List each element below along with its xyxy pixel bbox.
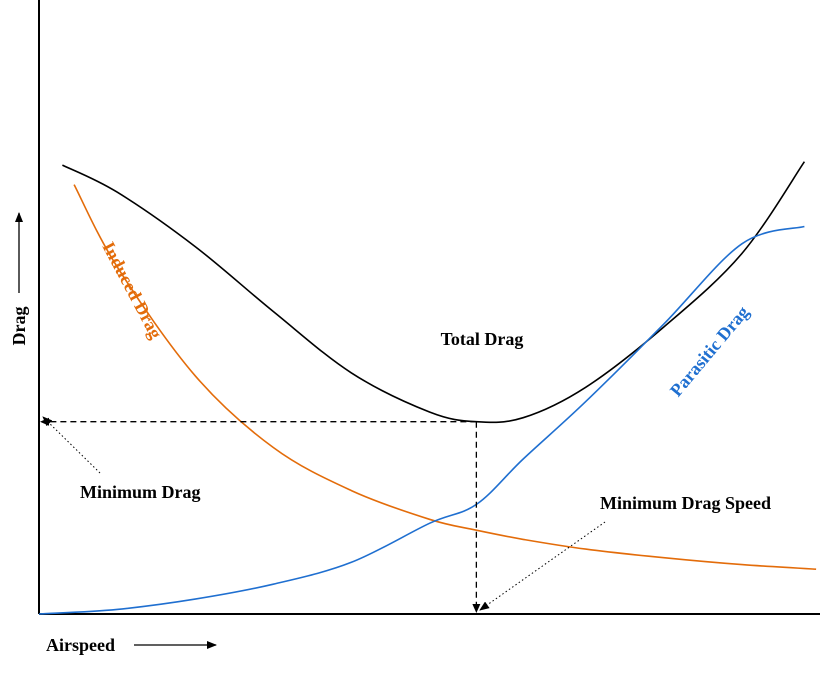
total-drag-label: Total Drag bbox=[441, 329, 524, 349]
parasitic-drag-curve bbox=[38, 225, 805, 615]
curves bbox=[38, 161, 817, 615]
minimum-drag-label: Minimum Drag bbox=[80, 482, 201, 502]
minimum-drag-pointer bbox=[42, 416, 101, 474]
minimum-drag-speed-pointer bbox=[479, 521, 606, 611]
y-axis-label: Drag bbox=[9, 307, 29, 346]
reference-lines bbox=[40, 417, 481, 613]
x-axis-label: Airspeed bbox=[46, 635, 115, 655]
parasitic-drag-label: Parasitic Drag bbox=[666, 302, 753, 400]
minimum-drag-speed-label: Minimum Drag Speed bbox=[600, 493, 771, 513]
axes bbox=[38, 0, 820, 615]
induced-drag-curve bbox=[73, 184, 817, 570]
x-axis-title: Airspeed bbox=[46, 635, 217, 655]
annotation-pointers bbox=[42, 416, 606, 611]
induced-drag-label: Induced Drag bbox=[98, 238, 166, 341]
total-drag-curve bbox=[62, 161, 806, 424]
minimum-drag-speed-arrowhead bbox=[472, 604, 481, 613]
y-axis-title: Drag bbox=[9, 212, 29, 346]
labels: Total Drag Induced Drag Parasitic Drag M… bbox=[80, 238, 771, 513]
